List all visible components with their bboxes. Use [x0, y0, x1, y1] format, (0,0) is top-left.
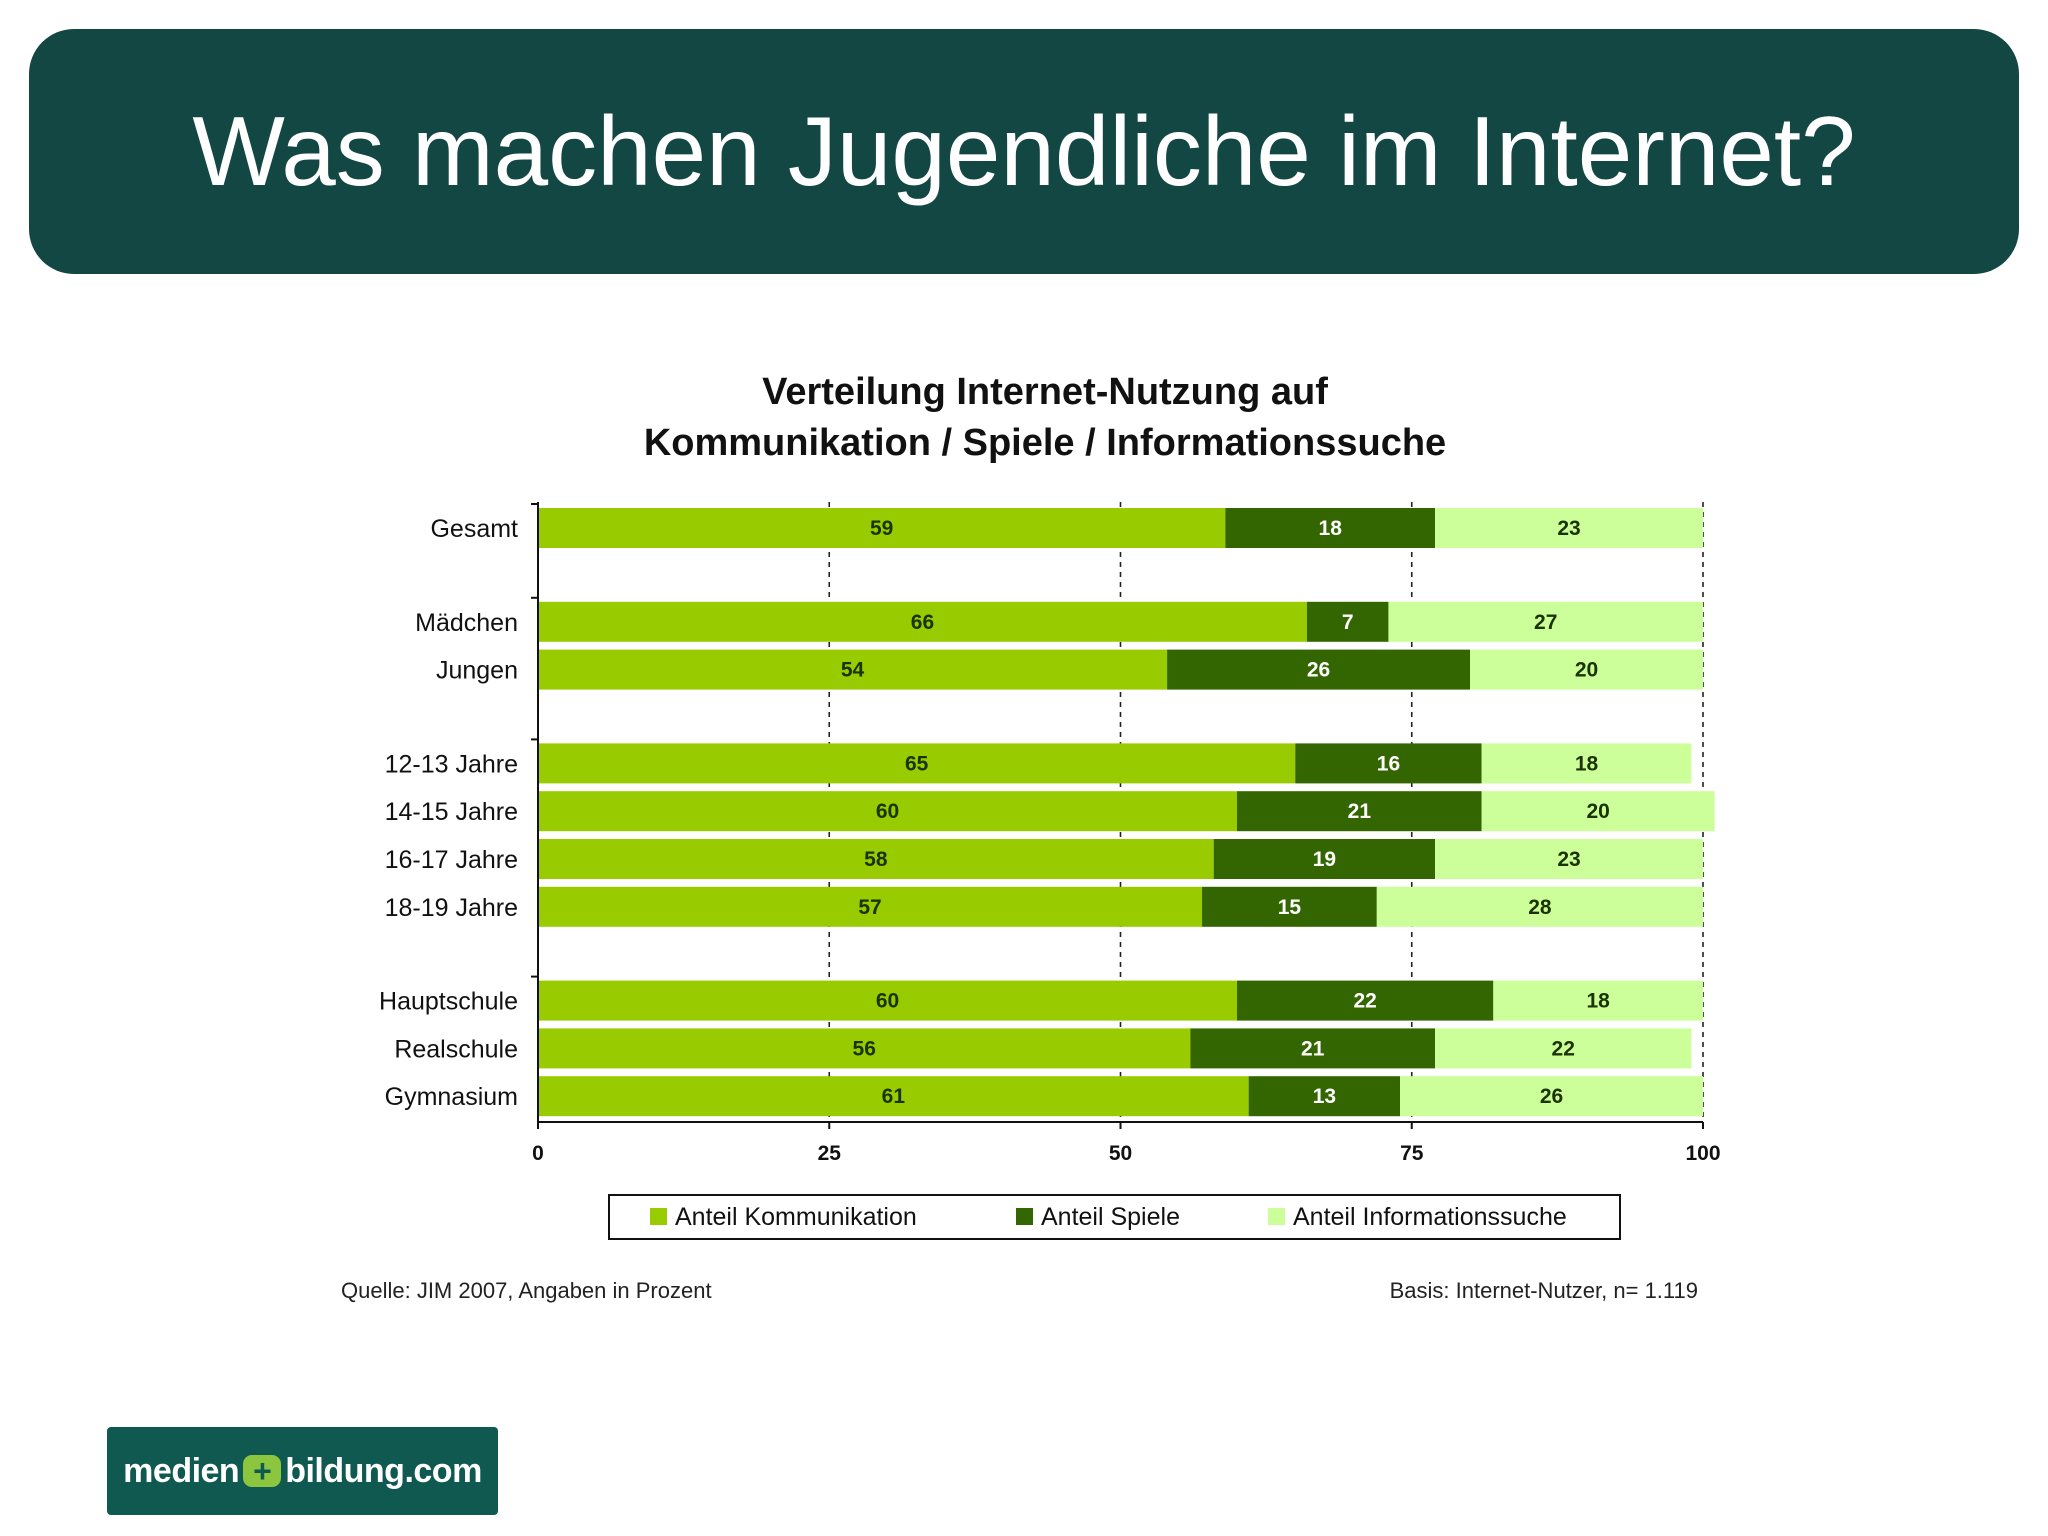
title-banner: Was machen Jugendliche im Internet? — [29, 29, 2019, 274]
data-label: 58 — [864, 848, 888, 871]
bar-segment — [538, 980, 1237, 1021]
data-label: 16 — [1377, 752, 1400, 775]
bar-segment — [1435, 508, 1703, 548]
data-label: 61 — [882, 1085, 906, 1108]
bar-segment — [1248, 1076, 1401, 1117]
plus-icon: + — [243, 1455, 282, 1487]
medienbildung-logo[interactable]: medien + bildung.com — [107, 1427, 498, 1515]
data-label: 20 — [1586, 800, 1609, 823]
bar-segment — [1435, 1028, 1692, 1069]
bar-segment — [538, 743, 1296, 784]
legend-swatch — [650, 1208, 667, 1225]
legend-swatch — [1016, 1208, 1033, 1225]
x-axis: 0 25 50 75 100 — [532, 1121, 1721, 1165]
data-label: 60 — [876, 990, 899, 1013]
bar-segment — [1388, 601, 1703, 642]
data-label: 26 — [1540, 1085, 1563, 1108]
data-label: 18 — [1586, 990, 1610, 1013]
y-axis: Gesamt Mädchen Jungen 12-13 Jahre 14-15 Jahr… — [379, 502, 539, 1122]
chart-bars: 59 18 23 66 7 27 54 26 20 65 16 18 60 21 20 58 19 23 57 15 2… — [538, 508, 1715, 1117]
bar-segment — [1295, 743, 1482, 784]
data-label: 57 — [858, 896, 881, 919]
legend-box — [608, 1194, 1621, 1240]
bar-segment — [1306, 601, 1389, 642]
bar-segment — [1202, 886, 1377, 927]
x-tick-label: 100 — [1685, 1142, 1720, 1165]
category-label: Mädchen — [415, 609, 518, 637]
data-label: 18 — [1319, 517, 1343, 540]
category-label: Gesamt — [430, 515, 518, 543]
bar-segment — [538, 1076, 1249, 1117]
bar-segment — [1225, 508, 1436, 548]
logo-text-right: bildung.com — [285, 1451, 482, 1490]
bar-segment — [538, 839, 1214, 879]
legend-label: Anteil Kommunikation — [675, 1203, 917, 1231]
category-label: 12-13 Jahre — [385, 750, 518, 778]
bar-segment — [538, 649, 1168, 690]
bar-segment — [1435, 839, 1703, 879]
chart-legend: Anteil Kommunikation Anteil Spiele Anteil … — [608, 1194, 1621, 1240]
x-tick-label: 0 — [532, 1142, 544, 1165]
category-label: Realschule — [394, 1035, 518, 1063]
data-label: 56 — [853, 1037, 876, 1060]
category-label: Hauptschule — [379, 988, 518, 1016]
data-label: 27 — [1534, 611, 1557, 634]
category-label: Jungen — [436, 657, 518, 685]
data-label: 23 — [1557, 517, 1580, 540]
bar-segment — [538, 601, 1307, 642]
data-label: 22 — [1552, 1037, 1575, 1060]
bar-segment — [1493, 980, 1703, 1021]
data-label: 20 — [1575, 659, 1598, 682]
data-label: 28 — [1528, 896, 1552, 919]
chart-title-line: Verteilung Internet-Nutzung auf — [762, 371, 1328, 413]
data-label: 66 — [911, 611, 934, 634]
bar-segment — [1481, 743, 1692, 784]
legend-label: Anteil Spiele — [1041, 1203, 1180, 1231]
data-label: 60 — [876, 800, 899, 823]
bar-segment — [1237, 980, 1494, 1021]
bar-segment — [538, 791, 1237, 832]
bar-segment — [1167, 649, 1470, 690]
bar-segment — [1470, 649, 1703, 690]
data-label: 59 — [870, 517, 893, 540]
data-label: 21 — [1301, 1037, 1325, 1060]
data-label: 22 — [1353, 990, 1376, 1013]
bar-segment — [1400, 1076, 1703, 1117]
bar-segment — [538, 886, 1203, 927]
legend-swatch — [1268, 1208, 1285, 1225]
data-label: 54 — [841, 659, 865, 682]
data-label: 13 — [1313, 1085, 1336, 1108]
slide-title: Was machen Jugendliche im Internet? — [192, 96, 1856, 206]
logo-text-left: medien — [123, 1451, 240, 1490]
chart-title: Verteilung Internet-Nutzung auf Kommunika… — [644, 371, 1446, 464]
bar-segment — [538, 508, 1226, 548]
basis-note: Basis: Internet-Nutzer, n= 1.119 — [1389, 1278, 1698, 1303]
legend-label: Anteil Informationssuche — [1293, 1203, 1567, 1231]
x-tick-label: 50 — [1109, 1142, 1132, 1165]
x-tick-label: 75 — [1400, 1142, 1424, 1165]
bar-segment — [1481, 791, 1715, 832]
bar-segment — [538, 1028, 1191, 1069]
data-label: 7 — [1342, 611, 1354, 634]
data-label: 15 — [1278, 896, 1302, 919]
data-label: 19 — [1313, 848, 1336, 871]
data-label: 21 — [1348, 800, 1372, 823]
bar-segment — [1213, 839, 1436, 879]
data-label: 18 — [1575, 752, 1599, 775]
category-label: Gymnasium — [385, 1083, 518, 1111]
bar-segment — [1237, 791, 1482, 832]
data-label: 26 — [1307, 659, 1330, 682]
data-label: 23 — [1557, 848, 1580, 871]
category-label: 16-17 Jahre — [385, 846, 518, 874]
bar-segment — [1190, 1028, 1436, 1069]
chart-title-line: Kommunikation / Spiele / Informationssuc… — [644, 422, 1446, 464]
x-tick-label: 25 — [818, 1142, 842, 1165]
source-note: Quelle: JIM 2007, Angaben in Prozent — [341, 1278, 712, 1303]
category-label: 18-19 Jahre — [385, 894, 518, 922]
data-label: 65 — [905, 752, 929, 775]
category-label: 14-15 Jahre — [385, 798, 518, 826]
bar-segment — [1376, 886, 1703, 927]
